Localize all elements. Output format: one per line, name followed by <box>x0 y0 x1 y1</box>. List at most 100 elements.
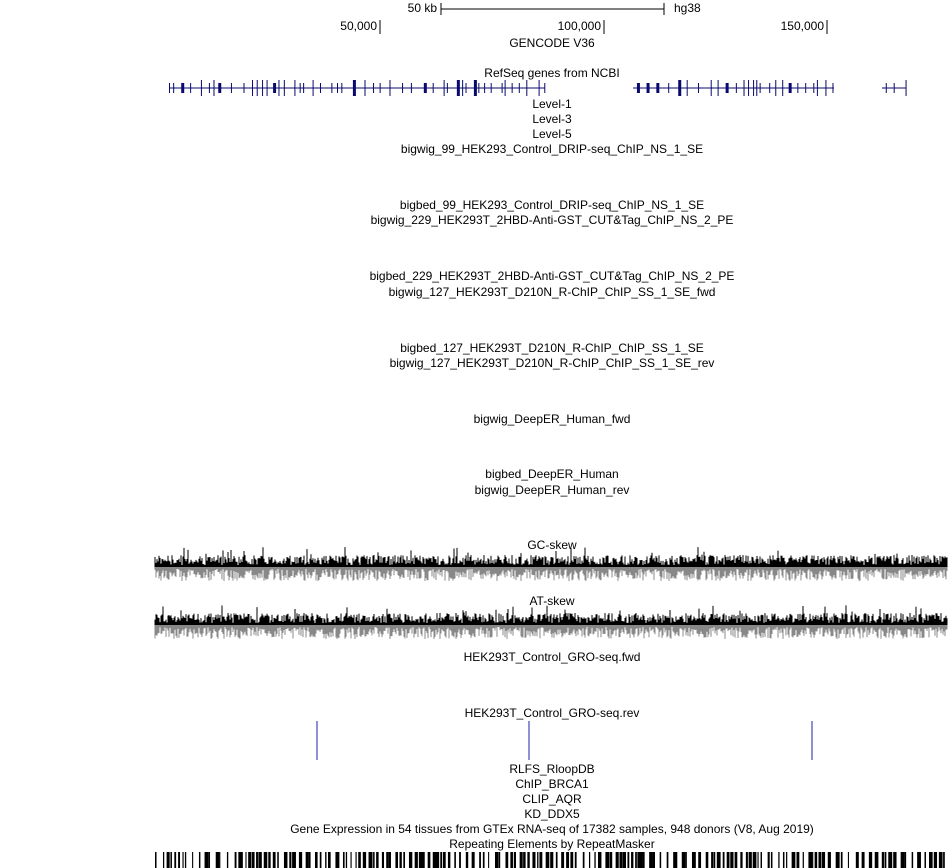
exon <box>364 80 366 96</box>
exon <box>748 80 750 96</box>
track-label: Level-5 <box>532 127 572 141</box>
repeat <box>685 852 687 868</box>
ruler-label: 100,000 <box>558 19 602 33</box>
repeat <box>251 852 255 868</box>
exon <box>775 80 777 96</box>
exon <box>743 80 745 96</box>
exon <box>759 83 761 93</box>
repeat <box>256 852 258 868</box>
exon <box>373 83 375 93</box>
exon <box>169 83 170 93</box>
repeat <box>435 852 440 868</box>
repeat <box>358 852 361 868</box>
exon <box>213 80 215 96</box>
exon <box>256 80 258 96</box>
exon <box>283 80 285 96</box>
repeat <box>479 852 481 868</box>
repeat <box>550 852 554 868</box>
track-label: CLIP_AQR <box>522 792 582 806</box>
repeat <box>698 852 702 868</box>
repeat <box>767 852 770 868</box>
exon <box>299 83 301 93</box>
repeat <box>574 852 577 868</box>
exon <box>656 83 660 93</box>
repeat <box>403 852 406 868</box>
exon <box>885 83 887 93</box>
repeat <box>523 852 526 868</box>
exon <box>710 80 712 96</box>
repeat <box>510 852 513 868</box>
exon <box>905 80 907 96</box>
exon <box>312 80 314 96</box>
repeat <box>730 852 734 868</box>
exon <box>490 83 492 93</box>
exon <box>243 83 245 93</box>
exon <box>636 83 640 93</box>
repeat <box>263 852 268 868</box>
repeat <box>241 852 243 868</box>
repeat <box>258 852 262 868</box>
repeat <box>716 852 721 868</box>
repeat <box>373 852 375 868</box>
track-label: KD_DDX5 <box>524 807 580 821</box>
repeat <box>283 852 288 868</box>
repeat <box>691 852 696 868</box>
exon <box>218 83 222 93</box>
exon <box>389 80 391 96</box>
repeat <box>642 852 645 868</box>
skew-negative <box>154 567 948 581</box>
repeat <box>588 852 591 868</box>
repeat <box>745 852 748 868</box>
repeat <box>355 852 357 868</box>
repeat <box>498 852 501 868</box>
repeat <box>376 852 379 868</box>
repeat <box>555 852 558 868</box>
repeat <box>414 852 418 868</box>
track-label: bigbed_DeepER_Human <box>485 467 618 481</box>
repeat <box>268 852 271 868</box>
repeat <box>782 852 785 868</box>
exon <box>337 83 339 93</box>
repeat <box>198 852 201 868</box>
repeat <box>234 852 237 868</box>
repeat <box>673 852 677 868</box>
repeat <box>408 852 413 868</box>
repeat <box>155 852 157 868</box>
repeat <box>827 852 831 868</box>
repeat <box>447 852 451 868</box>
repeat <box>881 852 884 868</box>
repeat <box>418 852 423 868</box>
repeat <box>539 852 543 868</box>
repeat <box>219 852 221 868</box>
exon <box>538 80 540 96</box>
repeat <box>893 852 897 868</box>
repeat <box>635 852 637 868</box>
exon <box>825 80 827 96</box>
repeat <box>459 852 461 868</box>
repeat <box>422 852 425 868</box>
track-label: bigwig_127_HEK293T_D210N_R-ChIP_ChIP_SS_… <box>389 285 716 299</box>
exon <box>423 83 427 93</box>
exon <box>805 83 807 93</box>
exon <box>379 83 381 93</box>
repeat <box>652 852 656 868</box>
track-label: Gene Expression in 54 tissues from GTEx … <box>290 822 814 836</box>
exon <box>725 83 729 93</box>
exon <box>478 83 480 93</box>
track-label: bigbed_127_HEK293T_D210N_R-ChIP_ChIP_SS_… <box>400 341 704 355</box>
repeat <box>162 852 165 868</box>
repeat <box>627 852 630 868</box>
repeat <box>619 852 623 868</box>
exon <box>735 83 737 93</box>
repeat <box>395 852 399 868</box>
exon <box>504 80 506 96</box>
track-label: Level-1 <box>532 97 572 111</box>
repeat <box>615 852 619 868</box>
exon <box>465 83 467 93</box>
exon <box>526 80 528 96</box>
repeat <box>166 852 170 868</box>
exon <box>262 80 264 96</box>
repeat <box>432 852 437 868</box>
repeat <box>248 852 252 868</box>
repeat <box>847 852 849 868</box>
